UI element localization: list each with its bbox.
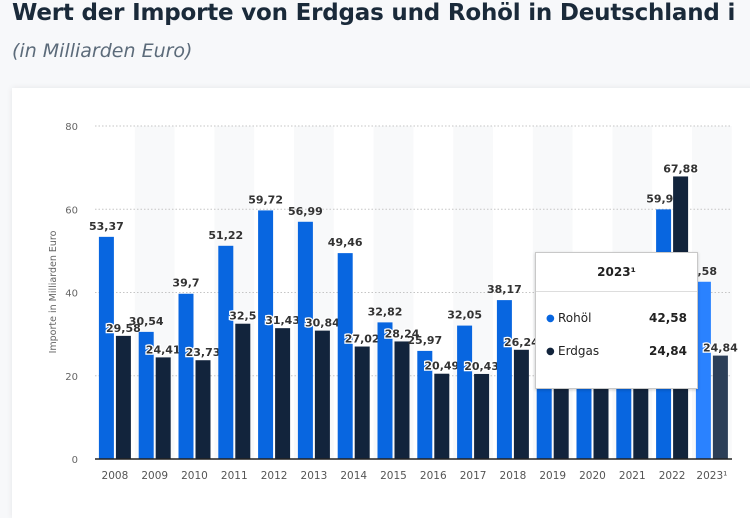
x-tick-label: 2020 [579,470,606,482]
bar-rohöl-2010 [178,293,194,459]
data-label: 31,43 [265,314,300,327]
tooltip: 2023¹ ● Rohöl 42,58 ● Erdgas 24,84 [535,252,698,389]
chart-title: Wert der Importe von Erdgas und Rohöl in… [12,0,736,26]
y-tick-label: 60 [65,205,78,216]
data-label: 20,49 [424,360,459,373]
data-label: 26,24 [504,336,539,349]
bar-rohöl-2016 [417,350,433,459]
data-label: 51,22 [208,229,243,242]
bar-rohöl-2011 [218,245,234,459]
data-label: 32,82 [368,305,403,318]
data-label: 27,02 [345,333,380,346]
bar-rohöl-2018 [496,300,512,459]
data-label: 25,97 [407,334,442,347]
bar-erdgas-2023¹ [712,355,728,459]
data-label: 32,05 [447,309,482,322]
bar-erdgas-2019 [553,367,569,459]
bar-rohöl-2013 [297,221,313,459]
bar-rohöl-2023¹ [695,281,711,459]
bar-erdgas-2014 [354,346,370,459]
y-tick-label: 20 [65,372,78,383]
bar-erdgas-2009 [155,357,171,459]
data-label: 23,73 [186,346,221,359]
tooltip-value: 24,84 [649,344,687,358]
x-tick-label: 2010 [181,470,208,482]
bar-erdgas-2013 [314,330,330,459]
tooltip-label: Erdgas [558,344,600,358]
bar-rohöl-2017 [457,325,473,459]
data-label: 32,5 [229,310,256,323]
data-label: 53,37 [89,220,124,233]
x-tick-label: 2011 [221,470,248,482]
x-tick-label: 2012 [261,470,288,482]
x-tick-label: 2019 [539,470,566,482]
data-label: 39,7 [172,277,199,290]
tooltip-row-erdgas: ● Erdgas 24,84 [546,344,687,358]
series-dot-icon: ● [546,345,555,357]
x-tick-label: 2018 [500,470,527,482]
x-tick-label: 2022 [659,470,686,482]
tooltip-title: 2023¹ [536,253,697,292]
x-tick-label: 2008 [102,470,129,482]
bar-erdgas-2010 [195,360,211,459]
y-tick-label: 0 [72,455,78,466]
tooltip-label: Rohöl [558,311,592,325]
bar-erdgas-2018 [513,349,529,459]
bar-erdgas-2011 [235,323,251,459]
data-label: 20,43 [464,360,499,373]
data-label: 59,97 [646,192,681,205]
data-label: 24,41 [146,343,181,356]
x-tick-label: 2023¹ [696,470,727,482]
x-tick-label: 2015 [380,470,407,482]
bar-erdgas-2016 [434,373,450,459]
data-label: 67,88 [663,162,698,175]
data-label: 49,46 [328,236,363,249]
bar-rohöl-2015 [377,322,393,459]
bar-rohöl-2012 [258,210,274,459]
tooltip-row-rohoel: ● Rohöl 42,58 [546,311,687,325]
x-tick-label: 2021 [619,470,646,482]
x-tick-label: 2017 [460,470,487,482]
bar-erdgas-2020 [593,377,609,459]
y-tick-label: 40 [65,289,78,300]
data-label: 59,72 [248,193,283,206]
bar-erdgas-2012 [275,328,291,459]
data-label: 30,84 [305,317,340,330]
bar-chart: 0 20 40 60 80 Importe in Milliarden Euro 53,37… [48,122,739,482]
x-tick-label: 2013 [301,470,328,482]
tooltip-value: 42,58 [649,311,687,325]
x-tick-label: 2009 [141,470,168,482]
y-tick-label: 80 [65,122,78,133]
x-tick-label: 2016 [420,470,447,482]
series-dot-icon: ● [546,312,555,324]
data-label: 24,84 [703,342,738,355]
bar-erdgas-2015 [394,341,410,459]
bar-rohöl-2008 [98,236,114,459]
bar-rohöl-2009 [138,331,154,459]
data-label: 38,17 [487,283,522,296]
x-tick-label: 2014 [340,470,367,482]
bar-rohöl-2014 [337,253,353,459]
data-label: 29,58 [106,322,141,335]
y-axis-label: Importe in Milliarden Euro [48,230,59,353]
bar-erdgas-2017 [474,373,490,459]
data-label: 56,99 [288,205,323,218]
data-label: 28,24 [385,327,420,340]
data-label: 30,54 [129,315,164,328]
chart-subtitle: (in Milliarden Euro) [12,40,193,62]
bar-erdgas-2008 [115,335,131,459]
